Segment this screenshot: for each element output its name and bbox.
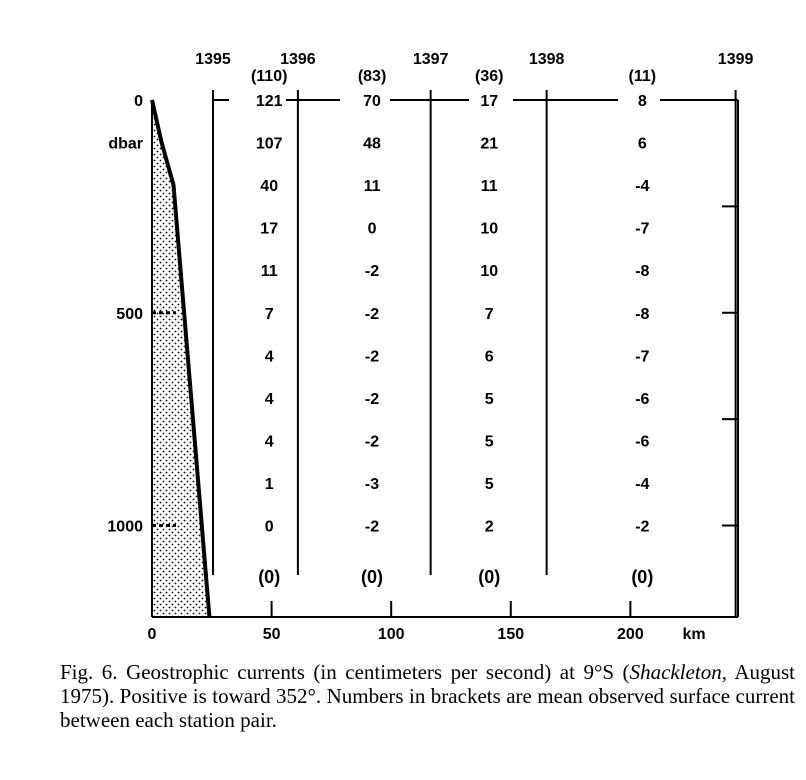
current-value: -2 [365,306,379,323]
current-value: 4 [265,391,274,408]
station-label: 1396 [280,51,316,68]
current-value: -8 [635,263,649,280]
current-value: 6 [638,136,647,153]
bottom-profile-line [150,99,212,618]
caption-text-2: , August 1975). Positive is toward 352°.… [60,660,795,732]
surface-bracket-value: (11) [629,68,657,85]
current-value: -2 [365,391,379,408]
current-value: 121 [256,93,283,110]
current-value: 5 [485,391,494,408]
current-value: 10 [480,221,498,238]
current-value: 0 [368,221,377,238]
current-value: 5 [485,476,494,493]
current-value: 70 [363,93,381,110]
y-tick-label: 1000 [107,519,143,536]
current-value: -2 [365,519,379,536]
current-value: -6 [635,391,649,408]
surface-bracket-value: (110) [251,68,287,85]
current-value: -2 [365,348,379,365]
current-value: 7 [485,306,494,323]
current-value: -2 [635,519,649,536]
surface-bracket-value: (83) [358,68,386,85]
current-value: 0 [265,519,274,536]
current-value: -8 [635,306,649,323]
current-value: 1 [265,476,274,493]
current-value: -7 [635,348,649,365]
current-value: 11 [364,178,381,195]
current-value: 11 [261,263,278,280]
caption-text-1: Fig. 6. Geostrophic currents (in centime… [60,660,630,684]
current-value: 6 [485,348,494,365]
current-value: 48 [363,136,381,153]
current-value: 40 [260,178,278,195]
observed-surface-bracket: (0) [361,567,383,587]
x-tick-label: 100 [378,626,405,643]
y-unit-label: dbar [108,136,143,153]
station-label: 1398 [529,51,565,68]
current-value: 10 [480,263,498,280]
x-tick-label: 0 [148,626,157,643]
caption-italic-ship: Shackleton [629,660,722,684]
current-value: 17 [480,93,498,110]
current-value: -2 [365,433,379,450]
station-label: 1397 [413,51,449,68]
observed-surface-bracket: (0) [478,567,500,587]
x-tick-label: 150 [497,626,524,643]
current-value: -4 [635,178,649,195]
current-value: 11 [481,178,498,195]
figure-caption: Fig. 6. Geostrophic currents (in centime… [60,660,795,732]
observed-surface-bracket: (0) [631,567,653,587]
current-value: 8 [638,93,647,110]
current-value: -6 [635,433,649,450]
current-value: 2 [485,519,494,536]
current-value: 4 [265,433,274,450]
current-value: 107 [256,136,283,153]
surface-bracket-value: (36) [475,68,503,85]
observed-surface-bracket: (0) [258,567,280,587]
current-value: -4 [635,476,649,493]
station-label: 1395 [195,51,231,68]
current-value: -2 [365,263,379,280]
x-tick-label: 200 [617,626,644,643]
current-value: 17 [260,221,278,238]
current-value: 5 [485,433,494,450]
x-unit-label: km [682,626,705,643]
current-value: 4 [265,348,274,365]
x-tick-label: 50 [263,626,281,643]
station-label: 1399 [718,51,754,68]
current-value: -7 [635,221,649,238]
current-value: 21 [480,136,498,153]
current-value: -3 [365,476,379,493]
bottom-topography-shading [152,100,210,617]
current-value: 7 [265,306,274,323]
y-tick-label: 0 [134,93,143,110]
y-tick-label: 500 [116,306,143,323]
